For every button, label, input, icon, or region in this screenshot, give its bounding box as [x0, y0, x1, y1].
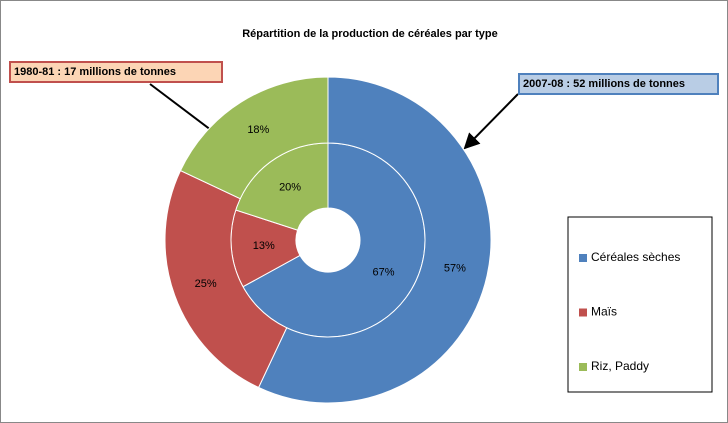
- data-label: 67%: [373, 267, 395, 279]
- annotation-box: [9, 61, 223, 83]
- doughnut-segment: [164, 169, 288, 389]
- data-label: 20%: [279, 182, 301, 194]
- annotation-box: [518, 73, 719, 95]
- legend-label: Céréales sèches: [591, 250, 680, 264]
- data-label: 18%: [247, 124, 269, 136]
- annotation-arrow: [463, 93, 519, 150]
- legend-swatch: [579, 308, 587, 317]
- annotation: 2007-08 : 52 millions de tonnes: [523, 78, 685, 90]
- chart-title: Répartition de la production de céréales…: [242, 28, 498, 40]
- legend-swatch: [579, 254, 587, 262]
- data-label: 13%: [253, 240, 275, 252]
- legend-box: [567, 216, 713, 393]
- data-label: 57%: [444, 262, 466, 274]
- legend-label: Riz, Paddy: [591, 359, 649, 373]
- legend-label: Maïs: [591, 305, 617, 319]
- doughnut-segment: [257, 76, 492, 404]
- legend-swatch: [579, 363, 587, 371]
- data-label: 25%: [195, 278, 217, 290]
- doughnut-segment: [179, 76, 329, 200]
- annotation: 1980-81 : 17 millions de tonnes: [14, 66, 176, 78]
